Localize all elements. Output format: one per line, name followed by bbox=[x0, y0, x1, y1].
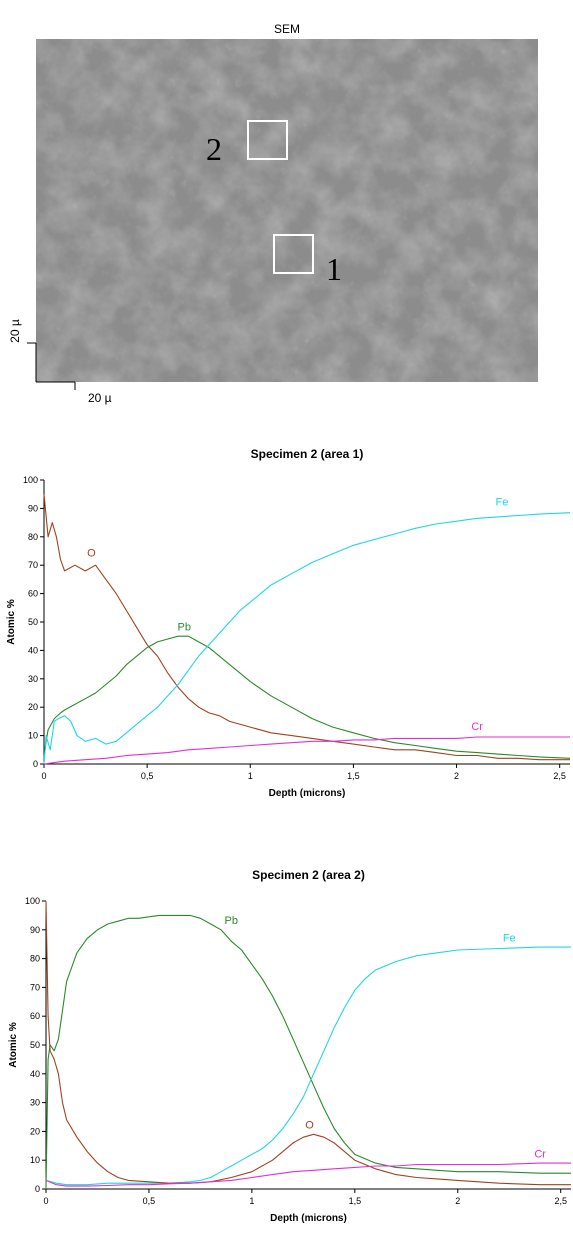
y-tick-label: 20 bbox=[30, 1126, 40, 1136]
y-tick-label: 70 bbox=[30, 982, 40, 992]
sem-image-highlights bbox=[36, 39, 538, 382]
x-tick-label: 1,5 bbox=[349, 1196, 362, 1206]
series-label-pb: Pb bbox=[225, 915, 238, 927]
area-1-label: 1 bbox=[326, 251, 342, 287]
y-tick-label: 30 bbox=[30, 1098, 40, 1108]
y-tick-label: 60 bbox=[30, 1011, 40, 1021]
chart-area-1: Specimen 2 (area 1)010203040506070809010… bbox=[6, 447, 571, 799]
x-tick-label: 1 bbox=[249, 1196, 254, 1206]
scale-label-horizontal: 20 µ bbox=[88, 391, 112, 405]
y-axis-label: Atomic % bbox=[6, 599, 17, 645]
y-tick-label: 60 bbox=[28, 589, 38, 599]
y-tick-label: 100 bbox=[25, 896, 40, 906]
y-tick-label: 50 bbox=[28, 617, 38, 627]
series-label-cr: Cr bbox=[471, 721, 483, 733]
y-tick-label: 80 bbox=[30, 954, 40, 964]
y-tick-label: 30 bbox=[28, 674, 38, 684]
x-tick-label: 0,5 bbox=[143, 1196, 156, 1206]
y-tick-label: 70 bbox=[28, 560, 38, 570]
sem-figure: SEM 2 1 20 µ 20 µ bbox=[8, 22, 538, 405]
y-tick-label: 10 bbox=[28, 731, 38, 741]
chart-area-2: Specimen 2 (area 2)010203040506070809010… bbox=[8, 868, 571, 1224]
series-label-fe: Fe bbox=[503, 932, 516, 944]
series-label-cr: Cr bbox=[534, 1148, 546, 1160]
area-2-box bbox=[247, 120, 288, 160]
y-axis-label: Atomic % bbox=[8, 1022, 19, 1068]
sem-panel: SEM 2 1 20 µ 20 µ bbox=[0, 0, 573, 410]
chart-title: Specimen 2 (area 1) bbox=[251, 447, 364, 461]
scale-label-vertical: 20 µ bbox=[8, 319, 22, 343]
y-tick-label: 50 bbox=[30, 1040, 40, 1050]
x-axis-label: Depth (microns) bbox=[270, 1213, 347, 1224]
series-line-pb bbox=[43, 635, 571, 759]
y-tick-label: 40 bbox=[28, 645, 38, 655]
y-tick-label: 10 bbox=[30, 1155, 40, 1165]
y-tick-label: 90 bbox=[30, 925, 40, 935]
area-1-box bbox=[273, 234, 314, 274]
x-tick-label: 1 bbox=[248, 771, 253, 781]
y-tick-label: 20 bbox=[28, 702, 38, 712]
series-line-o bbox=[45, 900, 571, 1186]
chart-area-1-panel: Specimen 2 (area 1) 0 10 20 30 40 50 60 70 80 90 10… bbox=[0, 435, 573, 805]
series-label-pb: Pb bbox=[178, 622, 191, 634]
x-tick-label: 2 bbox=[454, 771, 459, 781]
series-line-fe bbox=[45, 946, 571, 1186]
y-tick-label: 0 bbox=[35, 1184, 40, 1194]
x-tick-label: 1,5 bbox=[347, 771, 360, 781]
x-tick-label: 0 bbox=[41, 771, 46, 781]
x-axis-label: Depth (microns) bbox=[269, 788, 346, 799]
y-tick-label: 100 bbox=[23, 475, 38, 485]
x-tick-label: 2,5 bbox=[554, 1196, 567, 1206]
chart-area-2-panel: Specimen 2 (area 2) 0 10 20 30 40 50 60 70 80 90 10… bbox=[0, 855, 573, 1236]
series-line-cr bbox=[45, 1162, 571, 1187]
x-tick-label: 0,5 bbox=[141, 771, 154, 781]
y-tick-label: 0 bbox=[33, 759, 38, 769]
x-tick-label: 2,5 bbox=[553, 771, 566, 781]
series-label-o: O bbox=[87, 548, 96, 560]
x-tick-label: 2 bbox=[455, 1196, 460, 1206]
series-line-pb bbox=[45, 914, 571, 1190]
series-line-o bbox=[43, 494, 570, 761]
series-line-cr bbox=[43, 736, 570, 765]
y-tick-label: 40 bbox=[30, 1069, 40, 1079]
sem-title: SEM bbox=[274, 22, 300, 36]
x-tick-label: 0 bbox=[43, 1196, 48, 1206]
area-2-label: 2 bbox=[206, 131, 222, 167]
series-label-o: O bbox=[305, 1120, 314, 1132]
series-line-fe bbox=[43, 512, 571, 765]
y-tick-label: 80 bbox=[28, 532, 38, 542]
chart-title: Specimen 2 (area 2) bbox=[252, 868, 365, 882]
y-tick-label: 90 bbox=[28, 503, 38, 513]
series-label-fe: Fe bbox=[496, 497, 509, 509]
